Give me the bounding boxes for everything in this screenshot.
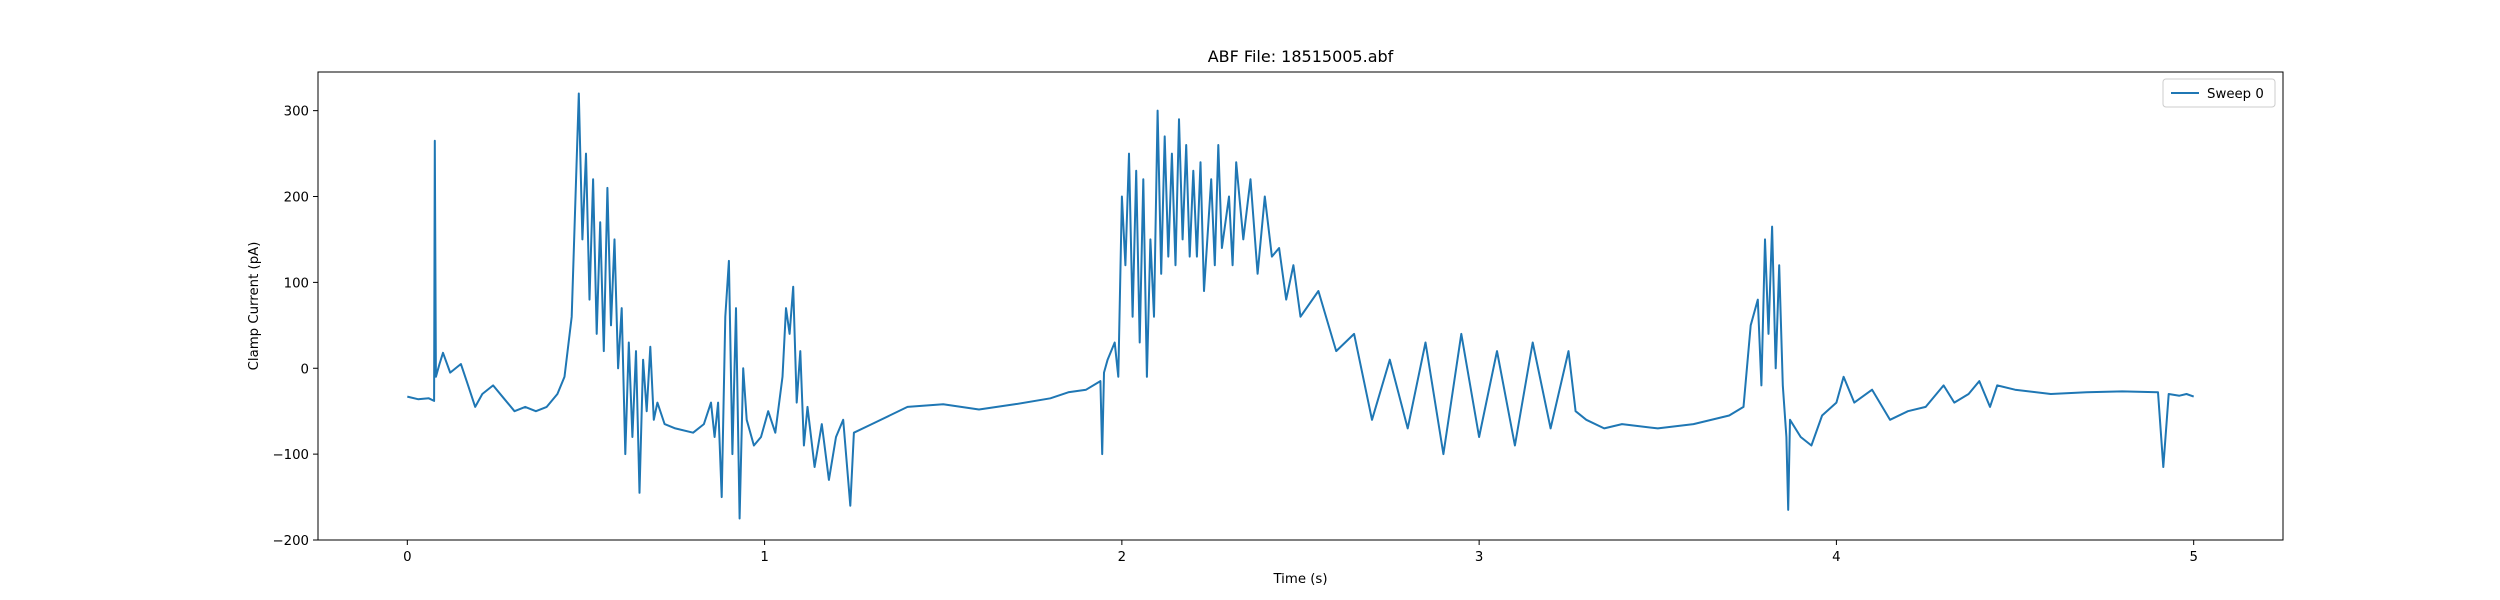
y-axis: −200 −100 0 100 200 300 [272, 105, 318, 549]
x-tick-label: 0 [403, 550, 411, 565]
x-tick-label: 4 [1832, 550, 1840, 565]
x-tick-label: 3 [1475, 550, 1483, 565]
x-axis-title: Time (s) [1272, 572, 1327, 587]
legend-label-sweep-0: Sweep 0 [2207, 87, 2264, 102]
y-axis-title: Clamp Current (pA) [247, 242, 262, 371]
x-tick-label: 5 [2189, 550, 2197, 565]
series-layer [407, 92, 2195, 520]
y-tick-label: 100 [284, 276, 309, 291]
series-line-sweep-0 [407, 92, 2195, 520]
plot-frame [317, 71, 2284, 541]
y-tick-label: −100 [272, 448, 309, 463]
chart-title: ABF File: 18515005.abf [1208, 47, 1394, 66]
y-tick-label: 300 [284, 105, 309, 120]
legend: Sweep 0 [2162, 78, 2276, 108]
x-tick-label: 1 [760, 550, 768, 565]
x-axis: 0 1 2 3 4 5 [403, 540, 2198, 565]
y-tick-label: 200 [284, 191, 309, 206]
legend-box [2162, 78, 2276, 108]
x-tick-label: 2 [1118, 550, 1126, 565]
y-tick-label: −200 [272, 534, 309, 549]
y-tick-label: 0 [301, 362, 309, 377]
